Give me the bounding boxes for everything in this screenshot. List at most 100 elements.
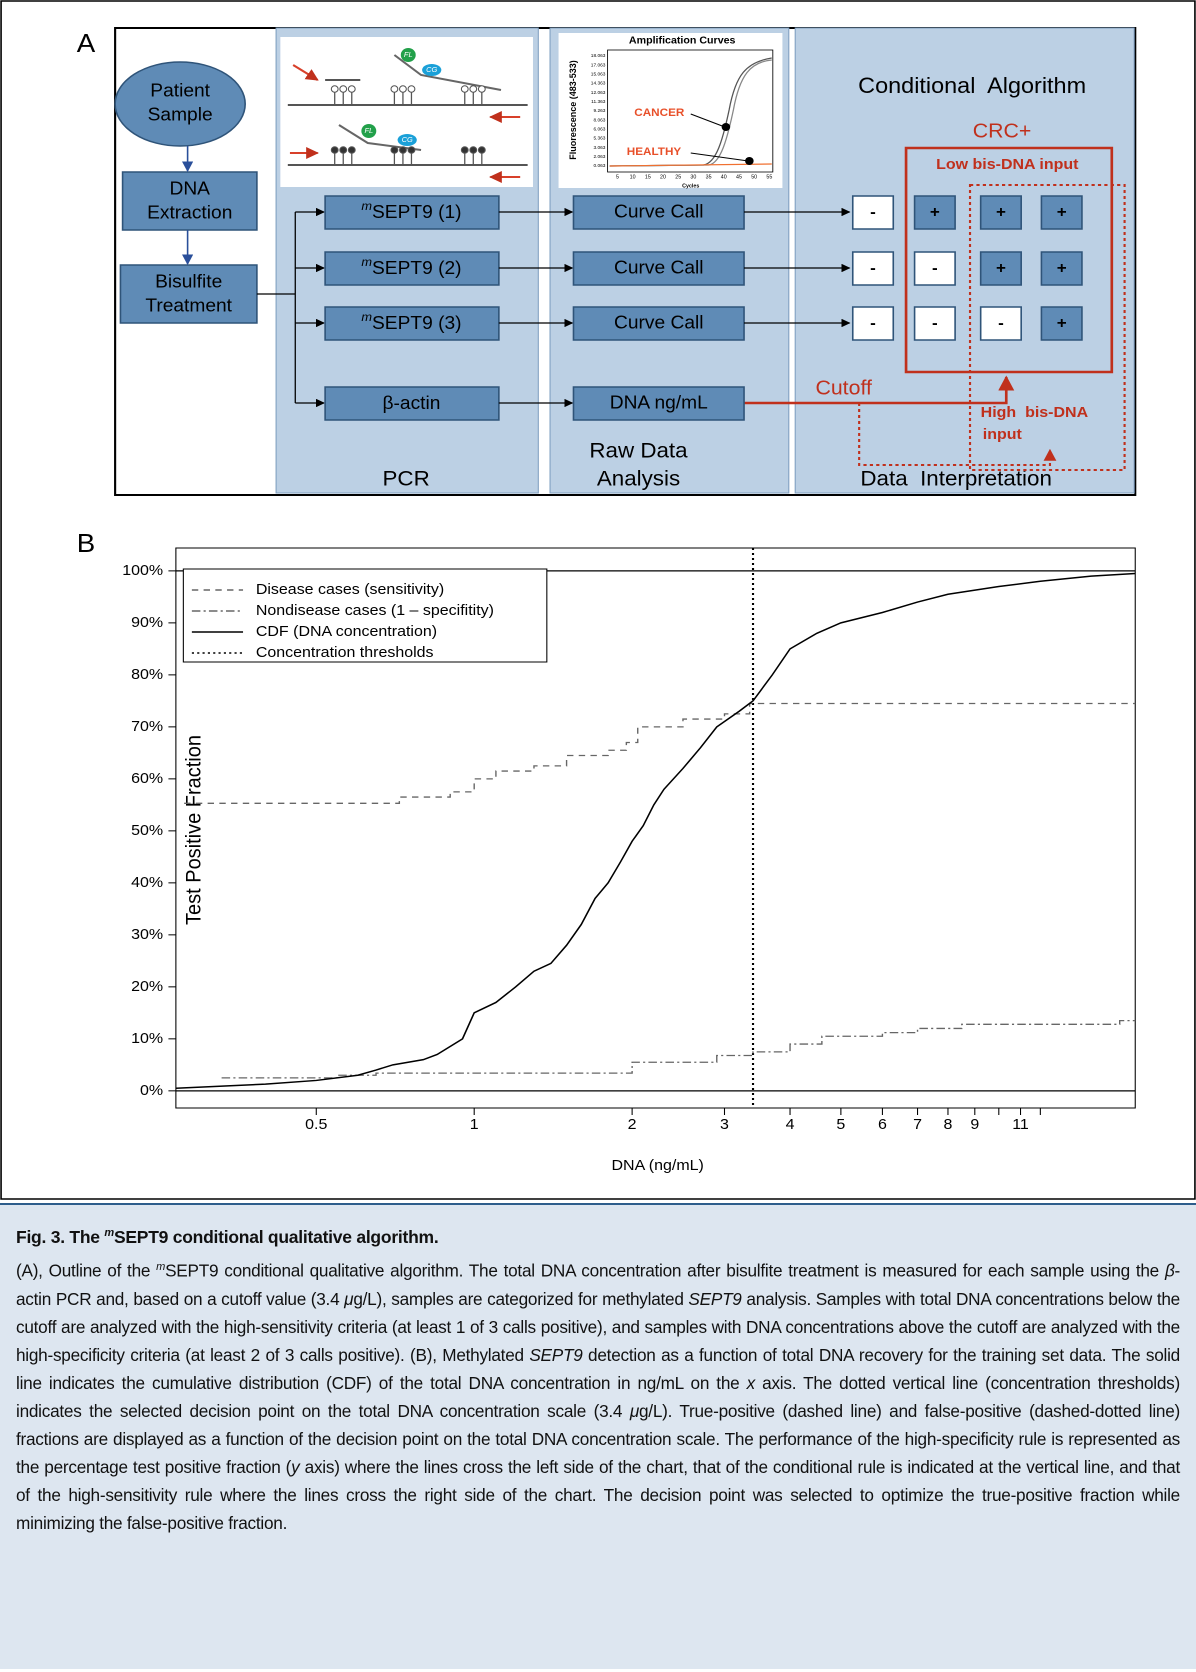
result-sign: + — [996, 203, 1006, 221]
result-sign: + — [930, 203, 940, 221]
cpg-site — [461, 86, 468, 92]
cpg-site — [400, 147, 407, 153]
result-sign: + — [1057, 203, 1067, 221]
inset-y-tick: 2.063 — [593, 154, 605, 159]
caption-run: m — [156, 1261, 165, 1273]
inset-y-tick: 0.063 — [593, 163, 605, 168]
x-tick-label: 6 — [878, 1116, 887, 1132]
result-sign: - — [998, 314, 1004, 332]
x-tick-label: 8 — [944, 1116, 953, 1132]
inset-y-label: Fluorescence (483-533) — [568, 60, 578, 160]
cpg-site — [391, 86, 398, 92]
page: {"panel_a": {"label": "A", "sample_steps… — [0, 0, 1196, 1672]
algorithm-title: Conditional Algorithm — [858, 72, 1086, 97]
high-input-label: input — [983, 426, 1022, 442]
cpg-site — [340, 147, 347, 153]
cpg-site — [461, 147, 468, 153]
cpg-site — [478, 86, 485, 92]
y-tick-label: 10% — [131, 1030, 163, 1046]
x-tick-label: 3 — [720, 1116, 729, 1132]
curve-label: HEALTHY — [627, 146, 682, 158]
inset-y-tick: 12.063 — [591, 90, 606, 95]
panel-label: B — [77, 529, 95, 558]
result-sign: + — [996, 259, 1006, 277]
inset-y-tick: 17.063 — [591, 62, 606, 67]
caption-run: μ — [344, 1289, 353, 1309]
assay-text: β-actin — [382, 392, 440, 412]
cpg-site — [470, 147, 477, 153]
caption-run: m — [104, 1227, 114, 1239]
inset-x-tick: 20 — [660, 174, 666, 180]
panel-a: A PCR Raw Data Analysis Data Interpretat… — [77, 28, 1135, 495]
legend-label: Disease cases (sensitivity) — [256, 581, 444, 597]
inset-x-tick: 10 — [630, 174, 636, 180]
cpg-site — [331, 86, 338, 92]
node-label: Bisulfite — [155, 271, 222, 291]
caption-run: SEPT9 conditional qualitative algorithm. — [114, 1227, 439, 1247]
caption-run: β — [1165, 1261, 1175, 1281]
high-input-label: High bis-DNA — [981, 404, 1088, 420]
cpg-site — [470, 86, 477, 92]
inset-x-tick: 25 — [675, 174, 681, 180]
y-tick-label: 80% — [131, 666, 163, 682]
cpg-site — [400, 86, 407, 92]
cpg-site — [408, 147, 415, 153]
inset-x-tick: 15 — [645, 174, 651, 180]
y-tick-label: 50% — [131, 822, 163, 838]
x-tick-label: 2 — [628, 1116, 637, 1132]
caption-run: x — [747, 1373, 755, 1393]
result-sign: - — [870, 259, 876, 277]
node-label: DNA — [169, 178, 210, 198]
probe-label: CG — [426, 65, 438, 74]
x-tick-label: 0.5 — [305, 1116, 327, 1132]
legend-label: Nondisease cases (1 – specifitity) — [256, 602, 494, 618]
assay-sup: m — [361, 256, 372, 270]
x-axis-title: DNA (ng/mL) — [611, 1157, 703, 1173]
result-sign: - — [870, 314, 876, 332]
inset-y-tick: 6.063 — [593, 127, 605, 132]
assay-sup: m — [361, 311, 372, 325]
caption-run: y — [291, 1457, 299, 1477]
probe-label: FL — [404, 50, 413, 59]
x-tick-label: 9 — [970, 1116, 979, 1132]
interpretation-column — [795, 28, 1134, 493]
caption-title: Fig. 3. The mSEPT9 conditional qualitati… — [16, 1219, 1180, 1251]
point — [722, 123, 731, 131]
inset-x-tick: 35 — [706, 174, 712, 180]
call-label: Curve Call — [614, 257, 704, 277]
inset-x-tick: 30 — [690, 174, 696, 180]
caption-run: (A), Outline of the — [16, 1261, 156, 1281]
y-axis-title: Test Positive Fraction — [182, 735, 206, 925]
inset-y-tick: 15.063 — [591, 72, 606, 77]
assay-text: SEPT9 (3) — [372, 312, 462, 332]
caption-run: g/L), samples are categorized for methyl… — [353, 1289, 688, 1309]
y-tick-label: 20% — [131, 978, 163, 994]
inset-y-tick: 11.363 — [591, 99, 606, 104]
result-sign: - — [870, 203, 876, 221]
crc-label: CRC+ — [973, 120, 1032, 142]
column-title: Analysis — [597, 466, 680, 490]
cutoff-label: Cutoff — [815, 377, 872, 399]
caption-run: μ — [630, 1401, 639, 1421]
y-tick-label: 90% — [131, 614, 163, 630]
cpg-site — [478, 147, 485, 153]
y-tick-label: 40% — [131, 874, 163, 890]
inset-x-label: Cycles — [682, 183, 699, 189]
inset-x-tick: 45 — [736, 174, 742, 180]
node-label: Treatment — [145, 295, 233, 315]
point — [745, 157, 754, 165]
figure: A PCR Raw Data Analysis Data Interpretat… — [0, 0, 1196, 1200]
caption-run: Fig. 3. The — [16, 1227, 104, 1247]
assay-label: β-actin — [382, 392, 440, 412]
cpg-site — [408, 86, 415, 92]
probe-label: CG — [402, 135, 414, 144]
inset-y-tick: 3.063 — [593, 145, 605, 150]
assay-label: mSEPT9 (1) — [361, 200, 461, 222]
y-tick-label: 100% — [122, 562, 163, 578]
legend: Disease cases (sensitivity) Nondisease ca… — [183, 569, 546, 662]
column-title: Raw Data — [589, 438, 688, 462]
caption-run: SEPT9 — [688, 1289, 741, 1309]
cpg-site — [391, 147, 398, 153]
cpg-site — [340, 86, 347, 92]
inset-x-tick: 40 — [721, 174, 727, 180]
